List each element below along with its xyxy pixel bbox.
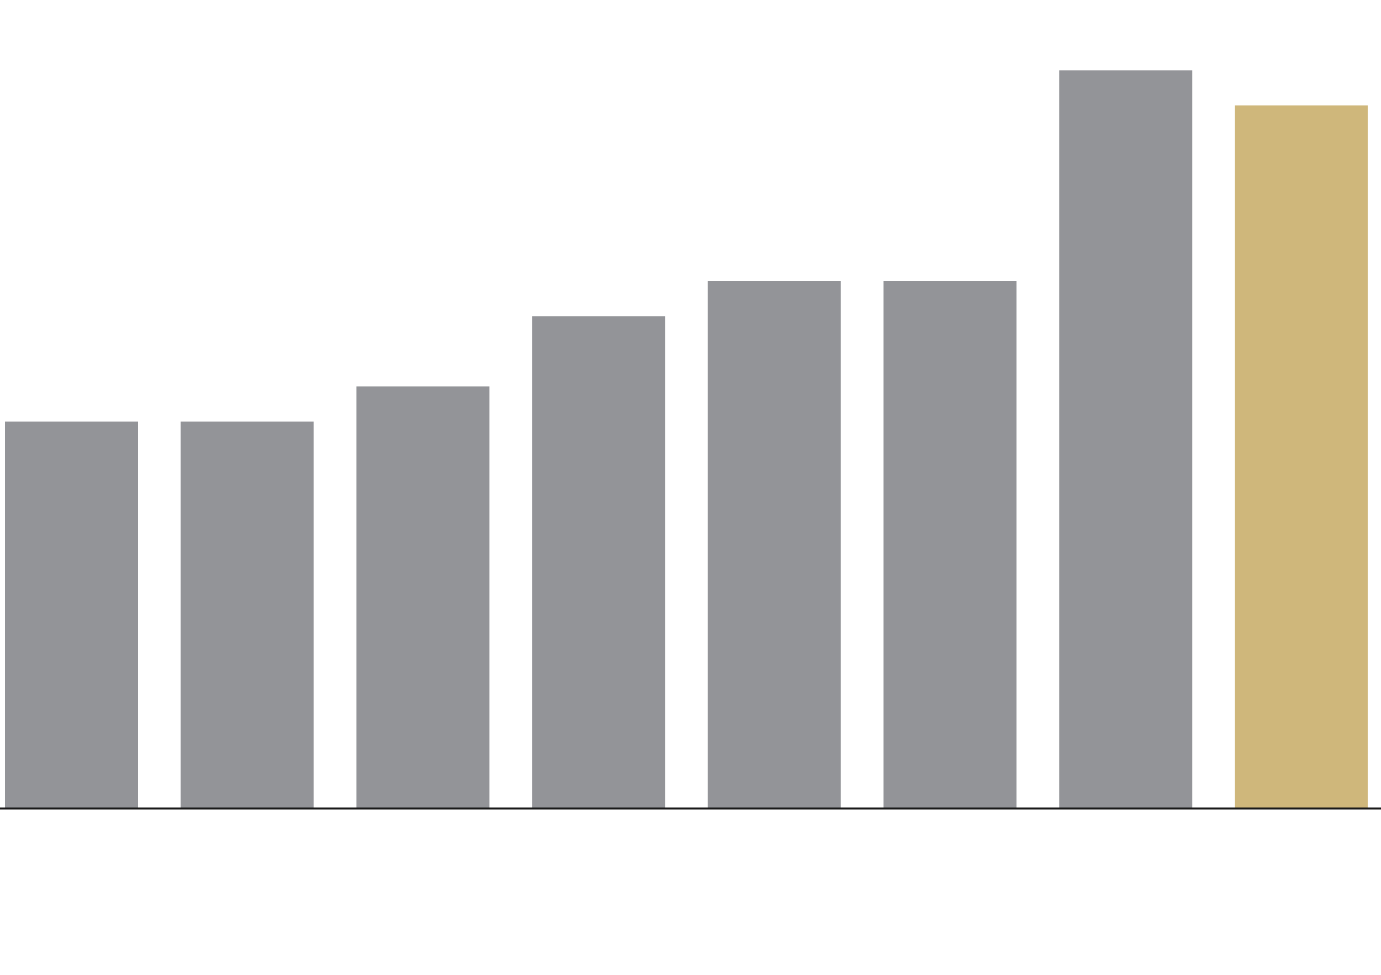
bar — [883, 281, 1017, 808]
bar — [1059, 70, 1193, 809]
bar-highlighted — [1234, 105, 1368, 808]
bar — [707, 281, 841, 808]
bar — [5, 421, 138, 808]
bar — [356, 386, 490, 808]
bar — [180, 421, 314, 808]
bar — [532, 316, 666, 808]
bar-group — [5, 70, 1368, 809]
